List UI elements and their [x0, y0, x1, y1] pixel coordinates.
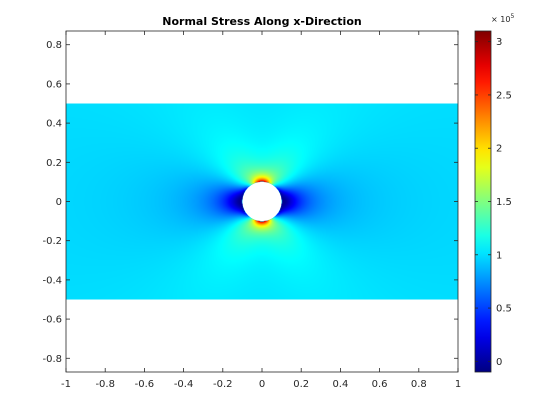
center-hole [242, 181, 282, 222]
y-tick-label: 0 [56, 197, 62, 208]
x-tick-label: 0.4 [332, 379, 348, 390]
chart-title: Normal Stress Along x-Direction [162, 15, 361, 28]
colorbar-tick-label: 0.5 [496, 304, 512, 315]
plot-axes: -1 -0.8 -0.6 -0.4 -0.2 0 0.2 0.4 0.6 0.8 1 0.80.60… [42, 30, 461, 390]
y-tick-label: -0.2 [42, 236, 62, 247]
y-tick-label: 0.8 [46, 40, 62, 51]
colorbar-tick-label: 1.5 [496, 197, 512, 208]
y-tick-label: 0.6 [46, 79, 62, 90]
x-tick-label: -0.2 [213, 379, 233, 390]
x-tick-label: 0.8 [411, 379, 427, 390]
y-tick-label: -0.8 [42, 354, 62, 365]
colorbar-gradient [475, 31, 491, 372]
colorbar-tick-label: 3 [496, 37, 502, 48]
y-tick-label: 0.4 [46, 119, 62, 130]
colorbar-ticks: 0 0.5 1 1.5 2 2.5 3 [475, 37, 512, 368]
colorbar-tick-label: 2 [496, 144, 502, 155]
y-tick-label: 0.2 [46, 158, 62, 169]
plot-area [66, 103, 458, 300]
y-tick-label: -0.6 [42, 315, 62, 326]
x-tick-label: 0.6 [372, 379, 388, 390]
x-tick-label: -0.6 [135, 379, 155, 390]
colorbar-tick-label: 2.5 [496, 90, 512, 101]
y-tick-label: -0.4 [42, 275, 62, 286]
colorbar: 0 0.5 1 1.5 2 2.5 3 × 105 [474, 13, 514, 373]
y-axis: 0.8 0.6 0.4 0.2 0 -0.2 -0.4 -0.6 -0.8 [42, 40, 458, 365]
x-tick-label: -0.8 [95, 379, 115, 390]
x-tick-label: 0 [259, 379, 265, 390]
colorbar-tick-label: 0 [496, 357, 502, 368]
x-tick-label: 1 [455, 379, 461, 390]
x-tick-label: -1 [61, 379, 71, 390]
colorbar-exponent: × 105 [491, 13, 514, 24]
x-tick-label: 0.2 [293, 379, 309, 390]
colorbar-tick-label: 1 [496, 250, 502, 261]
x-axis: -1 -0.8 -0.6 -0.4 -0.2 0 0.2 0.4 0.6 0.8 1 [61, 31, 461, 390]
x-tick-label: -0.4 [174, 379, 194, 390]
